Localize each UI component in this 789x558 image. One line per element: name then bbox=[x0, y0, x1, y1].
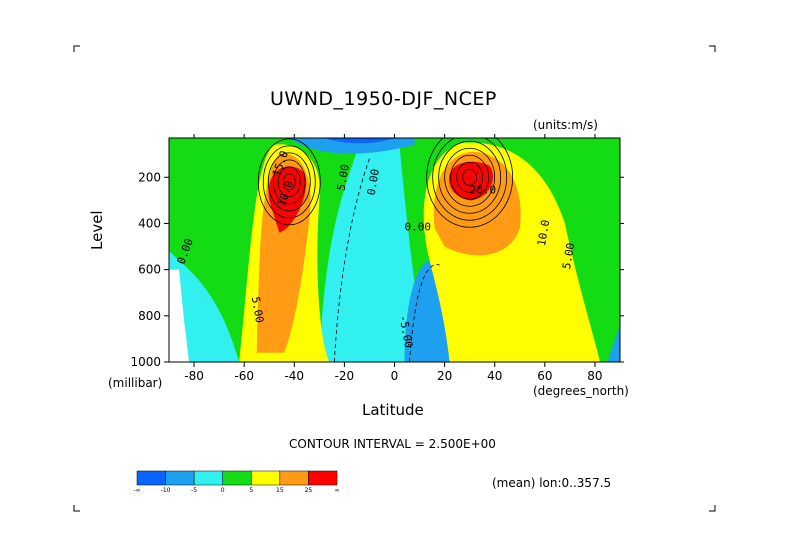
x-tick-label: 0 bbox=[391, 369, 399, 383]
sh-jet-contour bbox=[272, 159, 306, 205]
y-tick-label: 600 bbox=[138, 263, 161, 277]
contour-label: 0.00 bbox=[405, 220, 432, 233]
colorbar-tick-label: -5 bbox=[191, 487, 197, 494]
y-tick-label: 200 bbox=[138, 170, 161, 184]
y-tick-label: 400 bbox=[138, 216, 161, 230]
contour-interval: CONTOUR INTERVAL = 2.500E+00 bbox=[289, 437, 496, 451]
colorbar-tick-label: -∞ bbox=[133, 487, 140, 494]
negative-contour bbox=[333, 158, 370, 362]
x-tick-label: -80 bbox=[184, 369, 204, 383]
colorbar-swatch bbox=[279, 470, 309, 486]
contour-label: 0.00 bbox=[365, 168, 382, 196]
contour-label: 5.00 bbox=[335, 163, 352, 191]
contour-label: 20.0 bbox=[470, 183, 497, 196]
colorbar-tick-label: 5 bbox=[249, 487, 253, 494]
nh-jet-contour bbox=[438, 140, 502, 214]
sh-jet-contour bbox=[282, 173, 296, 191]
nh-jet-contour bbox=[444, 147, 496, 207]
colorbar-tick-label: 15 bbox=[276, 487, 284, 494]
x-tick-label: 60 bbox=[537, 369, 552, 383]
sh-jet-contour bbox=[257, 138, 321, 226]
colorbar-tick-label: 25 bbox=[305, 487, 313, 494]
upper-strong-easterly bbox=[324, 138, 395, 144]
field-layer: 0.000.000.005.005.005.0010.010.015.020.0… bbox=[169, 138, 620, 362]
missing-data-region bbox=[169, 269, 190, 362]
y-tick-label: 1000 bbox=[130, 355, 161, 369]
nh-jet-contour bbox=[450, 154, 490, 200]
colorbar-tick-label: ∞ bbox=[335, 487, 340, 494]
sh-jet-contour bbox=[262, 145, 316, 219]
x-tick-label: -20 bbox=[335, 369, 355, 383]
nh-jet-contour bbox=[432, 138, 508, 221]
sh-jet-contour bbox=[267, 152, 311, 212]
contour-label: 10.0 bbox=[535, 219, 552, 247]
colorbar-swatch bbox=[308, 470, 338, 486]
crop-marks bbox=[73, 45, 716, 512]
contour-label: 5.00 bbox=[249, 296, 266, 324]
x-axis-units: (degrees_north) bbox=[533, 384, 629, 398]
tropical-easterly-region bbox=[319, 144, 425, 362]
colorbar-swatch bbox=[193, 470, 223, 486]
nh-jet-contour bbox=[462, 168, 478, 186]
plot-area: 0.000.000.005.005.005.0010.010.015.020.0… bbox=[169, 138, 620, 362]
y-axis-units: (millibar) bbox=[108, 376, 163, 390]
units-note: (units:m/s) bbox=[533, 118, 598, 132]
upper-easterly-region bbox=[289, 138, 415, 154]
colorbar-swatch bbox=[136, 470, 166, 486]
colorbar-swatch bbox=[251, 470, 281, 486]
x-axis-label: Latitude bbox=[362, 401, 424, 419]
colorbar-tick-label: -10 bbox=[161, 487, 171, 494]
nh-jet-contour bbox=[456, 161, 484, 193]
colorbar-swatch bbox=[222, 470, 252, 486]
y-tick-label: 800 bbox=[138, 309, 161, 323]
chart-title: UWND_1950-DJF_NCEP bbox=[270, 88, 497, 110]
nh-jet-contour bbox=[426, 138, 514, 228]
x-tick-label: -60 bbox=[234, 369, 254, 383]
colorbar-tick-label: 0 bbox=[221, 487, 225, 494]
sh-jet-contour bbox=[277, 166, 301, 198]
contour-label: -5.00 bbox=[397, 314, 416, 349]
y-axis-label: Level bbox=[88, 210, 106, 250]
colorbar-swatch bbox=[165, 470, 195, 486]
axes: -80 -60 -40 -20 0 20 40 60 80 200 400 600 800 1000 bbox=[130, 134, 624, 383]
longitude-note: (mean) lon:0..357.5 bbox=[492, 476, 612, 490]
x-tick-label: 80 bbox=[587, 369, 602, 383]
x-tick-label: 40 bbox=[487, 369, 502, 383]
contour-label: 5.00 bbox=[560, 242, 577, 270]
north-polar-easterly bbox=[607, 325, 620, 362]
south-polar-easterly bbox=[169, 251, 240, 362]
x-tick-label: 20 bbox=[437, 369, 452, 383]
x-tick-label: -40 bbox=[284, 369, 304, 383]
colorbar: -∞ -10 -5 0 5 15 25 ∞ bbox=[133, 470, 340, 494]
